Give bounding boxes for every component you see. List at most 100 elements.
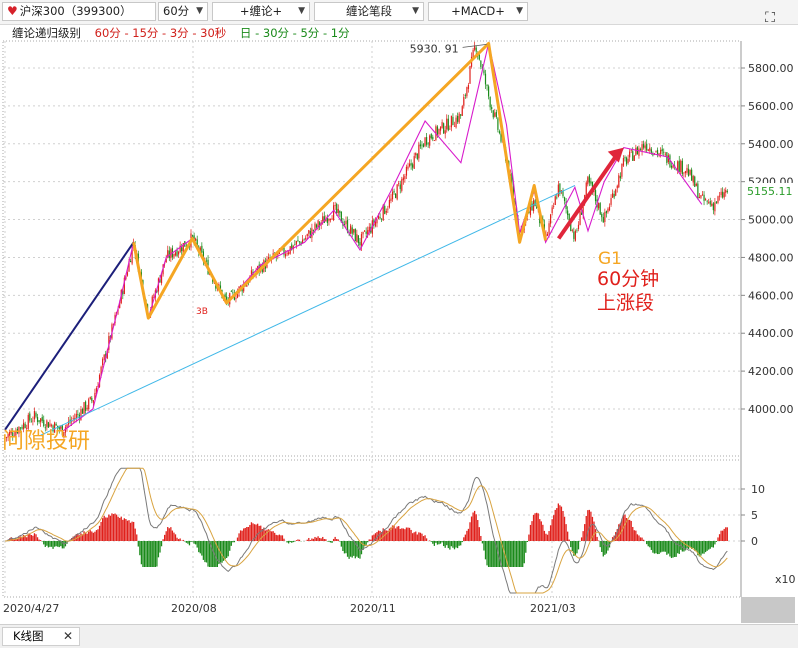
candle — [576, 228, 578, 233]
candle — [571, 228, 573, 233]
candle-body — [174, 252, 177, 256]
candle-body — [602, 217, 604, 223]
candle-body — [661, 148, 663, 152]
candle — [364, 229, 366, 232]
close-icon[interactable]: ✕ — [62, 629, 73, 643]
candle — [387, 205, 389, 213]
macd-dif-line — [4, 467, 728, 594]
period-dropdown[interactable]: 60分 ▼ — [158, 2, 208, 21]
candle — [421, 141, 423, 150]
candle — [469, 65, 471, 84]
candle-body — [691, 169, 693, 181]
candle-body — [360, 234, 363, 247]
candle-body — [615, 189, 617, 196]
candle — [374, 217, 377, 228]
chart-canvas[interactable]: 4000.00 4200.00 4400.00 4600.00 4800.00 5000.… — [0, 0, 798, 624]
candle-body — [15, 430, 17, 436]
candle-body — [230, 291, 232, 293]
candle-body — [630, 150, 632, 151]
candle — [672, 165, 674, 169]
candle — [655, 150, 657, 153]
candle — [168, 246, 170, 262]
candle — [703, 191, 705, 206]
candle-body — [85, 401, 87, 411]
tab-kline[interactable]: K线图 ✕ — [2, 627, 80, 646]
candle-body — [483, 70, 485, 74]
candle — [692, 174, 694, 186]
candle-body — [334, 205, 336, 207]
candle-body — [656, 149, 659, 155]
candle — [388, 195, 390, 209]
candle — [38, 420, 40, 424]
candle-body — [23, 422, 25, 430]
candle-body — [444, 130, 446, 134]
candle — [108, 332, 110, 354]
candle-body — [433, 140, 435, 141]
macd-add-dropdown[interactable]: +MACD+ ▼ — [428, 2, 528, 21]
candle-body — [680, 160, 682, 173]
favorite-heart-icon[interactable]: ♥ — [7, 4, 18, 18]
candle-body — [421, 144, 423, 146]
candle-body — [61, 424, 63, 436]
candle-body — [498, 131, 501, 134]
candle-body — [457, 116, 459, 122]
candle — [599, 202, 601, 215]
candle-body — [235, 297, 237, 299]
candle-body — [75, 413, 77, 419]
candle-body — [67, 421, 70, 425]
candle-body — [362, 231, 364, 235]
candle-body — [81, 409, 84, 414]
candle — [381, 218, 383, 222]
candle-body — [385, 210, 387, 213]
candle-body — [426, 137, 428, 145]
candle — [532, 198, 535, 214]
candle-body — [88, 399, 90, 409]
candle-body — [168, 250, 170, 258]
candle-body — [670, 165, 673, 168]
candle-body — [593, 190, 595, 192]
candle-body — [333, 205, 335, 221]
candle — [173, 253, 175, 259]
candle-body — [683, 172, 685, 174]
candle-body — [494, 112, 496, 117]
symbol-selector[interactable]: ♥ 沪深300（399300） — [2, 2, 156, 21]
candle — [605, 210, 607, 218]
candle — [687, 164, 690, 177]
candle — [695, 182, 697, 187]
candle-body — [353, 229, 355, 233]
candle-body — [557, 184, 559, 197]
candle-body — [13, 435, 15, 437]
candle-body — [488, 86, 490, 97]
chan-pen-dropdown[interactable]: 缠论笔段 ▼ — [314, 2, 424, 21]
candle-body — [559, 183, 561, 194]
fullscreen-icon[interactable]: ⛶ — [765, 10, 775, 26]
candle-body — [627, 158, 629, 164]
candle-body — [568, 213, 570, 224]
candle-body — [47, 422, 49, 428]
uptrend-arrow-head — [607, 147, 624, 163]
time-tick-label: 2020/08 — [171, 602, 217, 615]
candle — [534, 199, 536, 207]
candle — [722, 187, 724, 199]
candle — [669, 153, 671, 169]
candle — [26, 424, 28, 432]
candle-body — [100, 366, 102, 376]
candle-body — [21, 426, 23, 429]
candle — [75, 410, 77, 423]
candle — [681, 158, 683, 177]
candle-body — [364, 230, 366, 232]
candle-body — [599, 203, 601, 215]
chan-add-dropdown[interactable]: +缠论+ ▼ — [212, 2, 310, 21]
candle-body — [302, 239, 304, 243]
candle-body — [464, 95, 466, 96]
candle — [12, 427, 14, 441]
candle-body — [427, 143, 429, 145]
candle-body — [387, 208, 389, 210]
candle — [590, 177, 592, 186]
up-segment-label: 上涨段 — [597, 292, 654, 314]
candle — [334, 201, 336, 211]
candle-body — [723, 192, 725, 198]
candle-body — [232, 292, 234, 294]
candle — [494, 108, 496, 118]
candle-body — [582, 204, 584, 215]
